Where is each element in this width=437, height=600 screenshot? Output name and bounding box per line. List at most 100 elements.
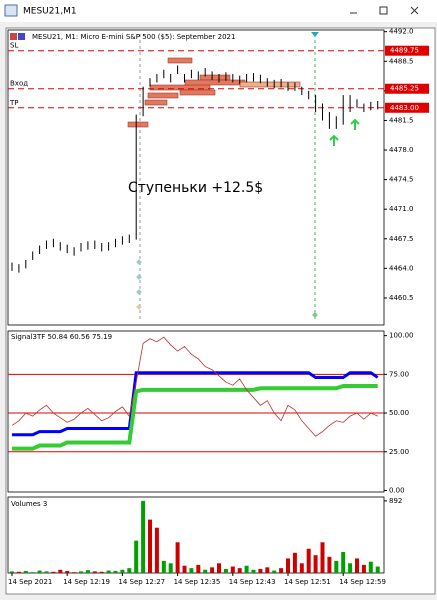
- toolbar-icon[interactable]: [10, 33, 17, 40]
- volume-bar: [286, 558, 290, 573]
- annotation: Ступеньки +12.5$: [128, 180, 263, 196]
- volume-bar: [368, 561, 373, 573]
- volume-bar: [237, 568, 242, 573]
- y-tick-label: 75.00: [389, 370, 409, 378]
- y-tick-label: 4474.5: [389, 176, 414, 184]
- volume-bar: [85, 570, 90, 573]
- toolbar-icon[interactable]: [18, 33, 25, 40]
- y-tick-label: 4471.0: [389, 205, 414, 213]
- y-tick-label: 4460.5: [389, 294, 414, 302]
- volume-bar: [120, 569, 125, 573]
- buy-arrow: [350, 118, 360, 130]
- x-tick-label: 14 Sep 12:19: [63, 578, 110, 586]
- volume-bar: [299, 563, 304, 573]
- level-tag-label: 4483.00: [390, 104, 419, 112]
- close-button[interactable]: [408, 4, 421, 17]
- level-tag-label: 4485.25: [390, 85, 419, 93]
- window-title: MESU21,M1: [23, 7, 77, 17]
- order-blocks: [127, 57, 301, 128]
- volume-bar: [375, 566, 380, 573]
- volume-bar: [16, 571, 21, 573]
- volume-bar: [58, 569, 63, 573]
- marker-icon: [311, 32, 319, 37]
- volume-bar: [341, 551, 346, 573]
- y-tick-label: 25.00: [389, 448, 409, 456]
- volume-title: Volumes 3: [11, 500, 47, 508]
- volume-bar: [306, 548, 311, 573]
- indicator-title: Signal3TF 50.84 60.56 75.19: [11, 333, 112, 341]
- minimize-button[interactable]: [347, 4, 360, 17]
- volume-bar: [203, 569, 208, 573]
- price-pane: [7, 29, 385, 326]
- y-tick-label: 50.00: [389, 409, 409, 417]
- title-bar: [0, 0, 437, 22]
- y-tick-label: 4478.0: [389, 146, 414, 154]
- volume-bar: [355, 558, 359, 573]
- volume-bar: [320, 542, 325, 573]
- volume-bar: [313, 555, 318, 573]
- level-tag-label: 4489.75: [390, 47, 419, 55]
- indicator-line: [11, 336, 378, 437]
- volume-bar: [223, 568, 228, 573]
- volume-bar: [251, 569, 256, 573]
- buy-arrow: [329, 134, 339, 146]
- volume-bar: [272, 570, 277, 573]
- indicator-line: [12, 383, 378, 451]
- volume-bar: [92, 571, 97, 573]
- volume-bar: [51, 571, 56, 573]
- volume-bar: [348, 563, 353, 573]
- volume-bar: [44, 571, 49, 573]
- volume-bar: [210, 567, 215, 573]
- diamond-markers: [136, 259, 318, 318]
- maximize-button[interactable]: [377, 4, 390, 17]
- x-tick-label: 14 Sep 2021: [8, 578, 52, 586]
- volume-bar: [244, 565, 249, 573]
- volume-bar: [30, 572, 35, 573]
- level-tag: [385, 45, 429, 56]
- volume-bar: [134, 540, 139, 573]
- level-name: TP: [9, 99, 19, 107]
- volume-bar: [265, 567, 270, 573]
- y-tick-label: 0.00: [389, 486, 405, 494]
- volume-bar: [161, 560, 166, 573]
- volume-bar: [99, 571, 104, 573]
- level-tag: [385, 102, 429, 113]
- volume-bar: [182, 565, 187, 573]
- level-name: SL: [10, 42, 18, 50]
- level-name: Вход: [10, 80, 28, 88]
- y-tick-label: 4492.0: [389, 28, 414, 36]
- x-tick-label: 14 Sep 12:51: [284, 578, 331, 586]
- volume-bar: [154, 527, 159, 573]
- volume-bar: [106, 570, 111, 573]
- x-tick-label: 14 Sep 12:27: [118, 578, 165, 586]
- volume-bar: [10, 571, 14, 573]
- volume-bar: [127, 568, 132, 573]
- volume-bar: [279, 568, 284, 573]
- y-tick-label: 4464.0: [389, 264, 414, 272]
- y-tick-label: 4467.5: [389, 235, 414, 243]
- volume-bar: [327, 556, 332, 573]
- volume-bar: [196, 564, 201, 573]
- y-tick-label: 4488.5: [389, 57, 414, 65]
- indicator-pane: [7, 330, 385, 493]
- x-tick-label: 14 Sep 12:59: [339, 578, 386, 586]
- volume-bar: [65, 570, 70, 573]
- y-tick-label: 100.00: [389, 332, 414, 340]
- volume-bar: [230, 566, 235, 573]
- volume-bar: [189, 568, 194, 573]
- level-tag: [385, 83, 429, 94]
- y-tick-label: 4481.5: [389, 116, 414, 124]
- volume-bar: [79, 571, 83, 573]
- volume-bar: [175, 542, 180, 573]
- chart-header: MESU21, M1: Micro E-mini S&P 500 ($5): S…: [32, 33, 235, 41]
- volume-bar: [258, 568, 263, 573]
- x-tick-label: 14 Sep 12:35: [174, 578, 221, 586]
- volume-bar: [141, 500, 146, 573]
- volume-bar: [168, 563, 173, 573]
- indicator-line: [12, 371, 379, 437]
- volume-bar: [23, 570, 28, 573]
- y-tick-label: 892: [389, 497, 402, 505]
- volume-bar: [361, 564, 366, 573]
- window-icon: [4, 4, 18, 17]
